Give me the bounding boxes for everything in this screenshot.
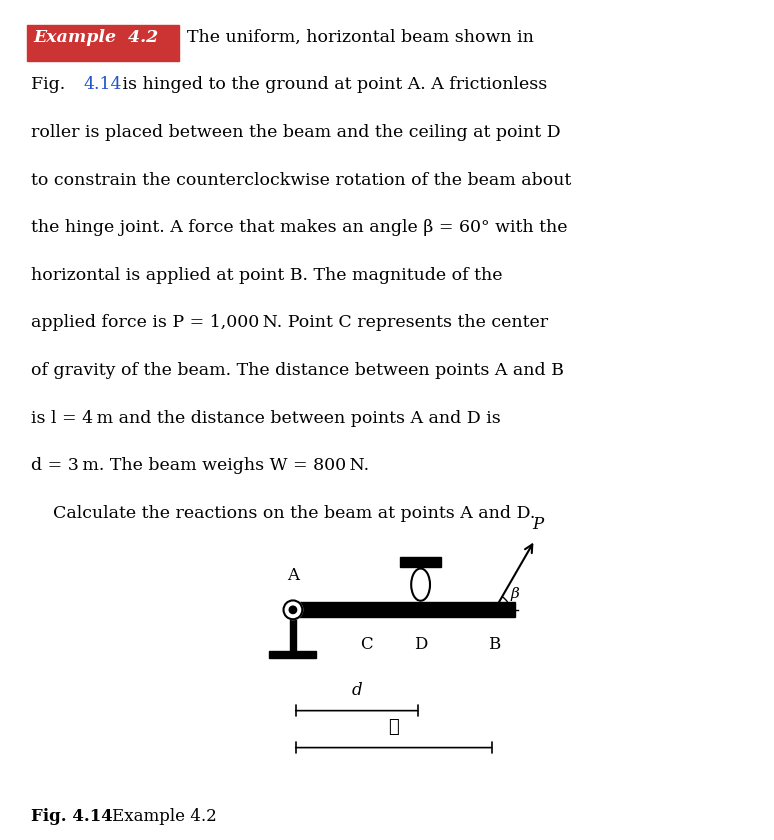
Text: 4.14: 4.14: [84, 76, 122, 93]
Text: Fig.: Fig.: [31, 76, 70, 93]
Circle shape: [491, 606, 498, 613]
Text: Calculate the reactions on the beam at points A and D.: Calculate the reactions on the beam at p…: [31, 505, 536, 522]
Text: the hinge joint. A force that makes an angle β = 60° with the: the hinge joint. A force that makes an a…: [31, 219, 567, 236]
Text: β: β: [511, 587, 519, 601]
Circle shape: [289, 606, 296, 613]
Text: Example 4.2: Example 4.2: [112, 808, 217, 826]
Text: ℓ: ℓ: [389, 718, 399, 736]
Text: A: A: [287, 567, 299, 584]
Text: d: d: [351, 682, 362, 699]
Text: d = 3 m. The beam weighs W = 800 N.: d = 3 m. The beam weighs W = 800 N.: [31, 457, 369, 475]
Bar: [293, 602, 515, 617]
Text: Fig. 4.14: Fig. 4.14: [31, 808, 113, 826]
Text: is hinged to the ground at point A. A frictionless: is hinged to the ground at point A. A fr…: [117, 76, 547, 93]
Text: Example  4.2: Example 4.2: [33, 29, 159, 45]
Circle shape: [283, 601, 303, 619]
Ellipse shape: [411, 569, 430, 601]
Text: is l = 4 m and the distance between points A and D is: is l = 4 m and the distance between poin…: [31, 410, 501, 427]
Text: The uniform, horizontal beam shown in: The uniform, horizontal beam shown in: [187, 29, 533, 45]
Text: applied force is P = 1,000 N. Point C represents the center: applied force is P = 1,000 N. Point C re…: [31, 314, 548, 332]
Bar: [269, 651, 317, 659]
Bar: [27, 24, 179, 60]
Text: P: P: [533, 517, 544, 533]
Circle shape: [417, 606, 424, 613]
Bar: [400, 558, 440, 567]
Text: roller is placed between the beam and the ceiling at point D: roller is placed between the beam and th…: [31, 124, 560, 141]
Text: to constrain the counterclockwise rotation of the beam about: to constrain the counterclockwise rotati…: [31, 171, 571, 189]
Text: horizontal is applied at point B. The magnitude of the: horizontal is applied at point B. The ma…: [31, 267, 502, 284]
Text: B: B: [488, 636, 501, 653]
Text: of gravity of the beam. The distance between points A and B: of gravity of the beam. The distance bet…: [31, 362, 563, 379]
Circle shape: [364, 606, 370, 613]
Text: D: D: [414, 636, 427, 653]
Text: C: C: [361, 636, 373, 653]
Bar: [290, 617, 296, 651]
